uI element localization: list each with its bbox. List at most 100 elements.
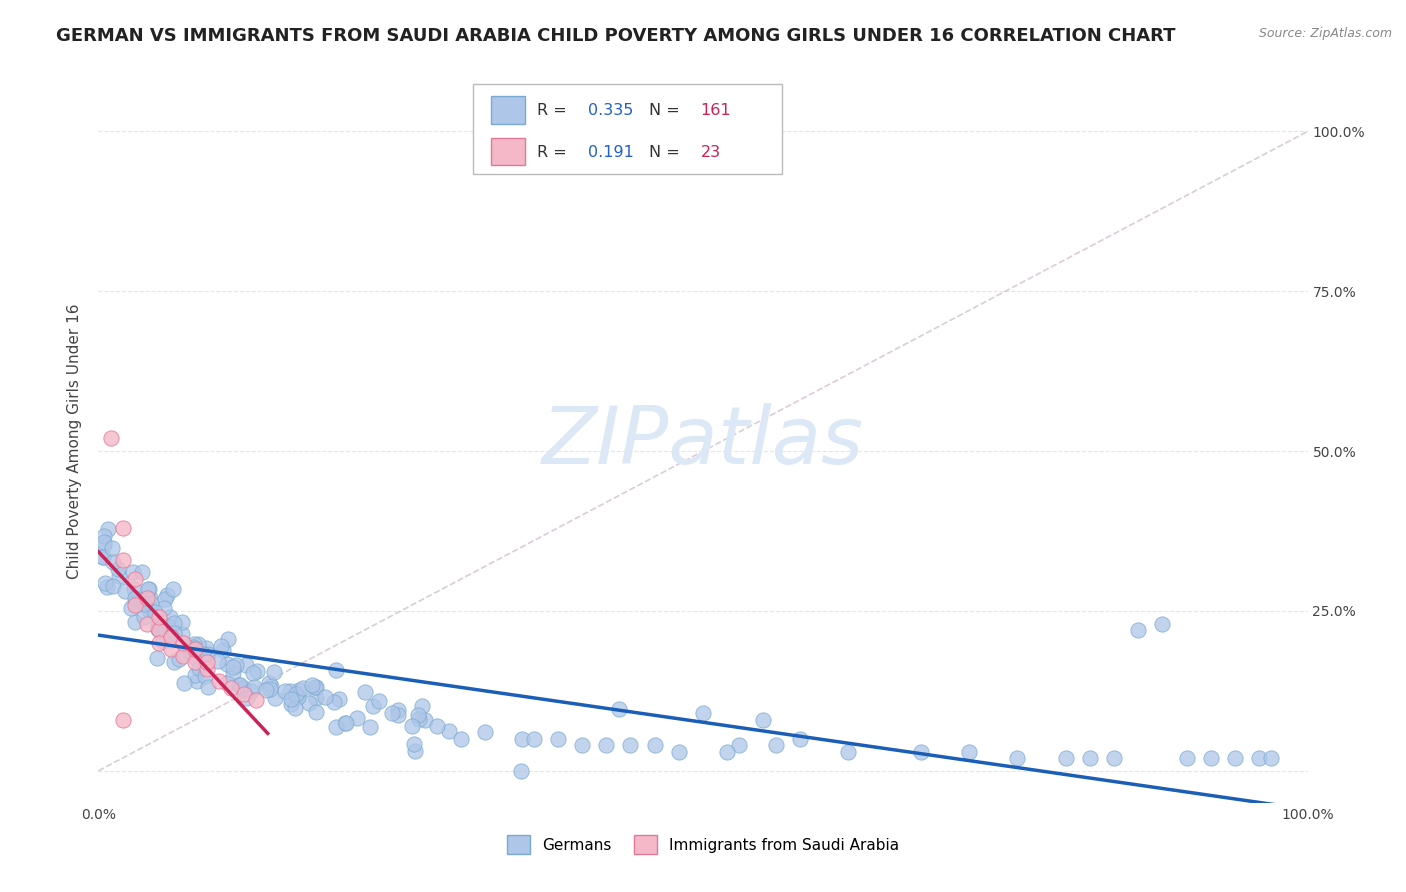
Point <box>571 738 593 752</box>
FancyBboxPatch shape <box>492 96 526 124</box>
Point <box>156 588 179 602</box>
Point <box>148 610 170 624</box>
Point <box>359 720 381 734</box>
Point <box>136 582 159 596</box>
Legend: Germans, Immigrants from Saudi Arabia: Germans, Immigrants from Saudi Arabia <box>501 830 905 860</box>
Text: GERMAN VS IMMIGRANTS FROM SAUDI ARABIA CHILD POVERTY AMONG GIRLS UNDER 16 CORREL: GERMAN VS IMMIGRANTS FROM SAUDI ARABIA C… <box>56 27 1175 45</box>
Point <box>211 643 233 657</box>
Point <box>159 610 181 624</box>
Point <box>523 731 546 746</box>
Point <box>93 538 115 552</box>
Point <box>184 655 207 669</box>
Point <box>184 650 207 665</box>
Point <box>381 706 404 720</box>
Point <box>101 556 124 570</box>
Point <box>191 647 214 661</box>
Point <box>1175 751 1198 765</box>
Point <box>145 606 167 620</box>
Point <box>162 582 184 597</box>
Point <box>215 657 238 672</box>
Point <box>728 738 751 752</box>
Point <box>111 521 134 535</box>
Point <box>284 690 307 705</box>
Point <box>387 703 409 717</box>
Point <box>153 591 176 606</box>
Point <box>1128 623 1150 637</box>
Point <box>280 698 302 712</box>
Point <box>148 636 170 650</box>
Point <box>217 632 239 646</box>
Point <box>243 680 266 694</box>
Point <box>181 640 204 654</box>
Point <box>232 683 254 698</box>
Point <box>135 591 157 606</box>
Point <box>135 616 157 631</box>
Point <box>195 661 218 675</box>
Point <box>284 701 307 715</box>
Point <box>163 626 186 640</box>
Point <box>1054 751 1077 765</box>
Point <box>114 584 136 599</box>
Point <box>138 603 160 617</box>
Text: 0.335: 0.335 <box>588 103 634 119</box>
Point <box>437 723 460 738</box>
Point <box>146 618 169 632</box>
Point <box>1199 751 1222 765</box>
Point <box>183 642 205 657</box>
Point <box>314 690 336 704</box>
Point <box>361 699 384 714</box>
Point <box>692 706 714 721</box>
Point <box>91 549 114 564</box>
FancyBboxPatch shape <box>474 84 782 174</box>
Point <box>668 745 690 759</box>
Point <box>280 691 302 706</box>
Point <box>450 731 472 746</box>
Point <box>93 529 115 543</box>
Point <box>232 687 254 701</box>
Point <box>325 720 347 734</box>
Point <box>328 691 350 706</box>
Point <box>232 681 254 695</box>
Point <box>273 683 295 698</box>
Point <box>100 431 122 445</box>
Point <box>287 690 309 704</box>
Point <box>172 615 194 629</box>
Point <box>405 744 427 758</box>
Point <box>145 650 167 665</box>
Point <box>124 598 146 612</box>
Point <box>153 601 176 615</box>
Point <box>163 656 186 670</box>
Point <box>93 535 115 549</box>
Point <box>172 627 194 641</box>
Point <box>1223 751 1246 765</box>
Point <box>1102 751 1125 765</box>
Point <box>304 681 326 695</box>
Point <box>263 665 285 679</box>
Point <box>209 639 232 653</box>
Point <box>146 622 169 636</box>
Point <box>93 550 115 565</box>
Point <box>242 666 264 681</box>
Point <box>138 582 160 596</box>
Point <box>222 665 245 680</box>
Point <box>101 541 124 556</box>
Point <box>510 731 533 746</box>
Point <box>156 619 179 633</box>
Point <box>124 572 146 586</box>
Point <box>215 676 238 690</box>
Point <box>208 674 231 689</box>
Point <box>149 620 172 634</box>
Point <box>184 667 207 681</box>
Point <box>124 591 146 605</box>
Point <box>134 610 156 624</box>
Point <box>184 642 207 657</box>
Point <box>509 764 531 778</box>
Point <box>107 561 129 575</box>
Text: N =: N = <box>648 103 685 119</box>
Point <box>765 738 787 752</box>
Point <box>195 641 218 656</box>
Point <box>1078 751 1101 765</box>
Point <box>124 615 146 629</box>
Point <box>148 623 170 637</box>
Point <box>259 681 281 696</box>
